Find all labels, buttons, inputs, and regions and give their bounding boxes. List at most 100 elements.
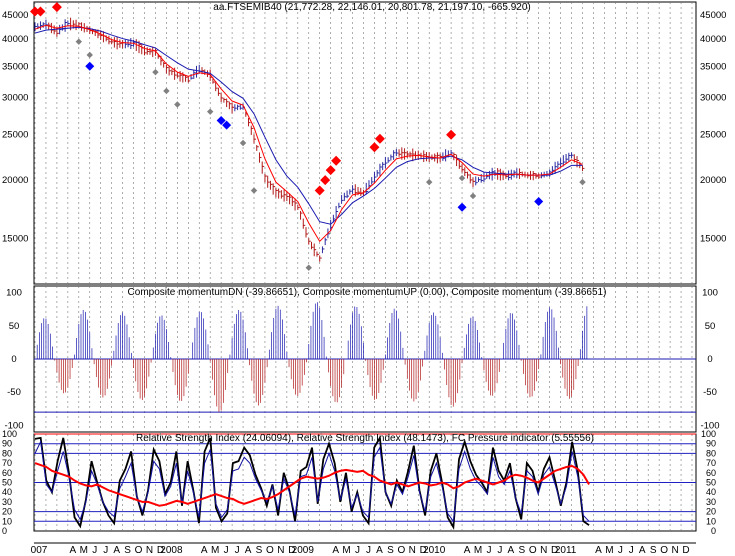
- gray-signal-diamond: [458, 174, 466, 182]
- x-tick-label: D: [682, 545, 689, 556]
- x-tick-label: S: [518, 545, 525, 556]
- grid-layer: [33, 1, 697, 532]
- rsi-y-tick-left: 60: [2, 468, 12, 478]
- blue-signal-diamond: [222, 120, 232, 130]
- momentum-panel-title: Composite momentumDN (-39.86651), Compos…: [128, 287, 607, 298]
- price-y-tick-right: 30000: [700, 93, 726, 104]
- gray-signal-diamond: [163, 87, 170, 95]
- momentum-y-tick-left: 100: [6, 288, 22, 299]
- price-y-tick-right: 20000: [700, 175, 726, 186]
- momentum-y-tick-right: 100: [702, 288, 718, 299]
- momentum-panel: [34, 302, 696, 413]
- x-tick-label: A: [376, 545, 383, 556]
- x-tick-label: D: [288, 545, 295, 556]
- gray-signal-diamond: [579, 178, 586, 186]
- x-tick-label: 2011: [555, 545, 577, 556]
- x-tick-label: N: [146, 545, 153, 556]
- x-tick-label: A: [113, 545, 120, 556]
- rsi-series-line: [34, 440, 590, 523]
- gray-signal-diamond: [239, 139, 247, 147]
- blue-signal-diamond: [534, 197, 544, 207]
- price-y-tick-left: 30000: [2, 93, 28, 104]
- blue-signal-diamond: [457, 202, 467, 212]
- rsi-y-tick-right: 40: [706, 487, 716, 497]
- x-tick-label: J: [629, 545, 634, 556]
- x-tick-label: N: [277, 545, 284, 556]
- x-tick-label: A: [508, 545, 515, 556]
- price-y-tick-left: 20000: [2, 175, 28, 186]
- x-tick-label: A: [201, 545, 208, 556]
- momentum-y-tick-left: 0: [11, 354, 16, 365]
- x-tick-label: O: [397, 545, 405, 556]
- x-tick-label: J: [355, 545, 360, 556]
- rsi-y-tick-right: 70: [706, 458, 716, 468]
- x-tick-label: J: [486, 545, 491, 556]
- x-tick-label: D: [157, 545, 164, 556]
- price-y-tick-right: 25000: [700, 130, 726, 141]
- rsi-y-tick-left: 40: [2, 487, 12, 497]
- red-signal-diamond: [374, 133, 385, 144]
- rsi-y-tick-left: 100: [2, 429, 17, 439]
- rsi-panel-title: Relative Strength Index (24.06094), Rela…: [136, 433, 594, 444]
- x-tick-label: A: [70, 545, 77, 556]
- rsi-y-tick-left: 90: [2, 439, 12, 449]
- x-tick-label: A: [245, 545, 252, 556]
- x-tick-label: N: [671, 545, 678, 556]
- price-y-tick-right: 15000: [700, 234, 726, 245]
- gray-signal-diamond: [305, 264, 312, 271]
- x-tick-label: S: [124, 545, 131, 556]
- rsi-series-line: [34, 435, 590, 531]
- price-y-tick-right: 40000: [700, 34, 726, 45]
- rsi-y-tick-left: 10: [2, 516, 12, 526]
- x-tick-label: A: [332, 545, 339, 556]
- x-tick-label: J: [103, 545, 108, 556]
- x-tick-label: 2010: [423, 545, 446, 556]
- rsi-y-tick-left: 20: [2, 507, 12, 517]
- price-y-tick-left: 25000: [2, 130, 28, 141]
- x-tick-label: J: [235, 545, 240, 556]
- x-tick-label: J: [224, 545, 229, 556]
- gray-signal-diamond: [207, 108, 214, 115]
- rsi-y-tick-right: 60: [706, 468, 716, 478]
- price-y-tick-left: 15000: [2, 234, 28, 245]
- x-tick-label: J: [618, 545, 623, 556]
- rsi-y-tick-left: 80: [2, 448, 12, 458]
- gray-signal-diamond: [469, 192, 477, 200]
- x-tick-label: O: [529, 545, 537, 556]
- price-y-tick-left: 35000: [2, 61, 28, 72]
- red-signal-diamond: [314, 185, 325, 196]
- price-y-tick-right: 45000: [700, 10, 726, 21]
- x-tick-label: M: [342, 545, 350, 556]
- x-tick-label: M: [474, 545, 482, 556]
- x-tick-label: D: [420, 545, 427, 556]
- x-tick-label: 2009: [292, 545, 315, 556]
- rsi-y-tick-right: 50: [706, 478, 716, 488]
- x-tick-label: S: [256, 545, 263, 556]
- rsi-series-line: [34, 462, 590, 507]
- x-tick-label: 2008: [160, 545, 183, 556]
- red-signal-diamond: [35, 6, 46, 17]
- momentum-y-tick-right: 50: [705, 321, 716, 332]
- x-tick-label: N: [409, 545, 416, 556]
- rsi-y-tick-left: 0: [2, 526, 7, 536]
- x-tick-label: J: [92, 545, 97, 556]
- price-y-tick-left: 40000: [2, 34, 28, 45]
- x-tick-label: M: [80, 545, 88, 556]
- red-signal-diamond: [369, 142, 380, 153]
- rsi-y-tick-right: 30: [706, 497, 716, 507]
- momentum-y-tick-right: 0: [707, 354, 712, 365]
- gray-signal-diamond: [86, 51, 93, 59]
- momentum-y-tick-right: -100: [700, 420, 719, 431]
- rsi-y-tick-right: 80: [706, 448, 716, 458]
- rsi-y-tick-right: 10: [706, 516, 716, 526]
- x-tick-label: A: [639, 545, 646, 556]
- x-tick-label: S: [387, 545, 394, 556]
- red-signal-diamond: [446, 129, 457, 140]
- panel-frame: [33, 1, 697, 285]
- x-tick-label: 007: [31, 545, 48, 556]
- red-signal-diamond: [325, 165, 336, 176]
- x-tick-label: M: [605, 545, 613, 556]
- price-y-tick-right: 35000: [700, 61, 726, 72]
